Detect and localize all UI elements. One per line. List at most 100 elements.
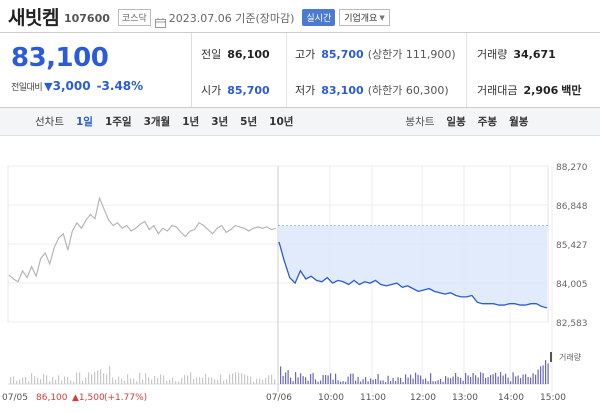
volume-value: 34,671 [513, 47, 556, 61]
volume-bar [280, 366, 282, 384]
volume-bar [115, 379, 117, 384]
tab-1d[interactable]: 1일 [75, 116, 93, 128]
volume-bar [169, 379, 171, 384]
volume-bar [139, 372, 141, 384]
tab-monthly[interactable]: 월봉 [509, 116, 529, 128]
volume-bar [417, 374, 419, 384]
change-label: 전일대비 [11, 82, 43, 93]
x-tick-label: 07/06 [266, 393, 292, 403]
volume-bar [220, 374, 222, 384]
volume-bar [214, 379, 216, 384]
volume-bar [327, 375, 329, 384]
series-line-prev-day [8, 196, 277, 283]
volume-bar [76, 372, 78, 384]
volume-bar [340, 381, 342, 384]
open-cell: 시가 85,700 [201, 82, 270, 98]
volume-bar [525, 374, 527, 384]
volume-bar [325, 375, 327, 384]
upper-limit: (상한가 111,900) [367, 48, 456, 61]
volume-bar [79, 372, 81, 384]
prev-close-value: 86,100 [227, 47, 270, 61]
volume-bar [295, 372, 297, 384]
tab-10y[interactable]: 10년 [269, 116, 294, 128]
x-tick-label: 14:00 [498, 393, 524, 403]
change-row: 전일대비 ▼ 3,000 -3.48% [11, 79, 191, 93]
volume-bar [520, 378, 522, 384]
tab-5y[interactable]: 5년 [240, 116, 258, 128]
volume-bar [211, 377, 213, 384]
tab-1y[interactable]: 1년 [182, 116, 200, 128]
volume-bar [61, 380, 63, 384]
lower-limit: (하한가 60,300) [367, 84, 449, 97]
volume-bar [34, 376, 36, 384]
volume-bar [58, 375, 60, 384]
volume-bar [290, 377, 292, 384]
volume-bar [52, 377, 54, 384]
volume-bar [465, 373, 467, 384]
amount-label: 거래대금 [477, 84, 518, 97]
volume-bar [392, 377, 394, 384]
volume-bar [256, 378, 258, 384]
volume-bar [163, 375, 165, 384]
volume-bar [365, 377, 367, 384]
volume-bar [357, 377, 359, 384]
volume-bar [287, 370, 289, 384]
volume-bar [226, 379, 228, 384]
tab-daily[interactable]: 일봉 [446, 116, 466, 128]
volume-bar [395, 380, 397, 384]
volume-bar [402, 381, 404, 384]
volume-bar [390, 381, 392, 384]
series-area-today [279, 225, 547, 308]
volume-bar [100, 369, 102, 384]
volume-bar [46, 375, 48, 384]
price-chart[interactable]: 88,270 86,848 85,427 84,005 82,583 거래량 07/05 07… [0, 136, 600, 412]
volume-bar [157, 377, 159, 384]
volume-bar [64, 376, 66, 384]
volume-bar [490, 374, 492, 384]
volume-bar [145, 373, 147, 384]
volume-bar [415, 372, 417, 384]
volume-bar [187, 375, 189, 384]
tab-weekly[interactable]: 주봉 [477, 116, 498, 128]
volume-bar [342, 381, 344, 384]
volume-bar [430, 373, 432, 384]
volume-bar [121, 378, 123, 384]
volume-bar [542, 365, 544, 384]
chart-tab-bar: 선차트 1일 1주일 3개월 1년 3년 5년 10년 봉차트 일봉 주봉 월봉 [0, 108, 600, 136]
volume-bar [517, 375, 519, 384]
company-overview-button[interactable]: 기업개요 ▼ [339, 9, 390, 26]
volume-bar [462, 380, 464, 384]
volume-bar [305, 377, 307, 384]
tab-3y[interactable]: 3년 [211, 116, 229, 128]
live-badge[interactable]: 실시간 [302, 9, 336, 26]
market-badge: 코스닥 [117, 9, 151, 26]
divider [286, 33, 287, 107]
amount-cell: 거래대금 2,906 백만 [477, 82, 582, 98]
chevron-down-icon: ▼ [379, 13, 385, 22]
volume-bar [282, 375, 284, 384]
tab-3m[interactable]: 3개월 [143, 116, 171, 128]
volume-bar [317, 381, 319, 384]
volume-bar [547, 363, 549, 384]
volume-bar [470, 377, 472, 384]
y-tick-label: 86,848 [556, 202, 588, 212]
volume-legend-mark [550, 352, 552, 362]
change-percent: -3.48% [96, 79, 144, 93]
tab-1w[interactable]: 1주일 [104, 116, 132, 128]
volume-bar [440, 378, 442, 384]
x-tick-label: 12:00 [410, 393, 436, 403]
volume-bar [507, 377, 509, 384]
volume-bar [367, 381, 369, 384]
volume-bar [457, 376, 459, 384]
volume-bar [397, 377, 399, 384]
prev-day-change: ▲1,500 [72, 393, 105, 403]
volume-bar [127, 374, 129, 384]
volume-bar [253, 381, 255, 384]
volume-bar [320, 380, 322, 384]
volume-bar [259, 378, 261, 384]
volume-bar [244, 374, 246, 384]
volume-bar [375, 379, 377, 384]
volume-bar [70, 380, 72, 384]
current-price: 83,100 [11, 43, 109, 73]
volume-bar [67, 377, 69, 384]
